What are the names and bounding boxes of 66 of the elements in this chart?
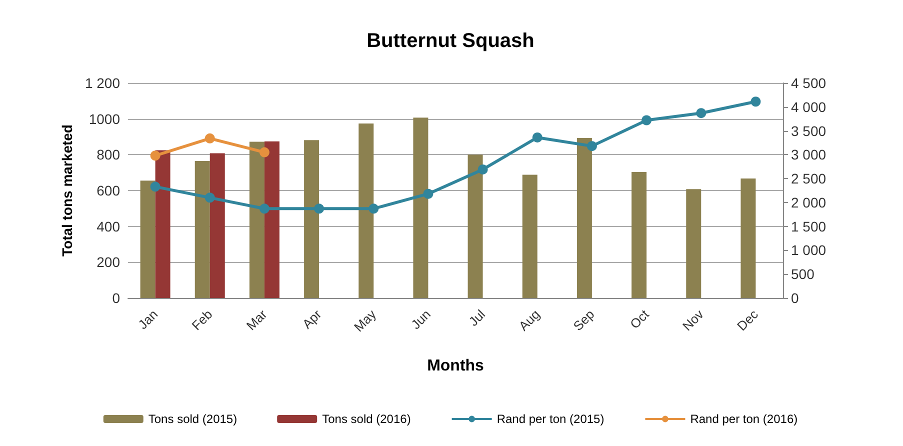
x-tick-label: Jul: [466, 306, 488, 330]
y-tick-label: 1000: [88, 110, 120, 127]
bar: [576, 138, 592, 298]
point: [423, 188, 434, 199]
legend-label: Rand per ton (2015): [496, 412, 604, 426]
bar: [468, 154, 483, 298]
x-tick-label: Oct: [626, 306, 652, 332]
y2-tick-label: 3 000: [791, 146, 826, 163]
bar: [210, 153, 225, 298]
x-tick-label: Mar: [243, 306, 270, 334]
point: [532, 132, 542, 142]
y2-tick-label: 3 500: [791, 122, 826, 139]
x-tick-label: Feb: [188, 306, 216, 334]
point: [259, 147, 270, 158]
y-tick-label: 600: [96, 182, 120, 198]
point: [259, 204, 270, 214]
point: [204, 192, 215, 203]
x-tick-label: Apr: [299, 306, 325, 332]
x-axis-title: Months: [427, 358, 484, 374]
x-tick-label: Jan: [135, 306, 161, 332]
x-tick-label: May: [350, 306, 380, 335]
y2-tick-label: 4 500: [791, 75, 826, 91]
legend-label: Tons sold (2015): [148, 412, 238, 426]
y-tick-label: 800: [96, 146, 120, 163]
x-tick-label: Sep: [570, 306, 598, 334]
point: [150, 150, 160, 161]
y-tick-label: 200: [96, 254, 120, 270]
y-tick-label: 400: [96, 218, 120, 234]
x-tick-label: Dec: [734, 306, 762, 334]
y2-tick-label: 4 000: [791, 98, 826, 115]
bar: [194, 160, 210, 298]
point: [368, 204, 379, 214]
point: [150, 182, 160, 192]
y-tick-label: 0: [112, 290, 120, 306]
legend-label: Tons sold (2016): [322, 412, 411, 426]
bar: [686, 189, 702, 298]
y2-tick-label: 500: [791, 266, 815, 282]
chart-title: Butternut Squash: [366, 30, 534, 52]
y-tick-label: 1 200: [84, 75, 120, 91]
legend-label: Rand per ton (2016): [690, 412, 798, 426]
bar: [358, 123, 374, 298]
point: [696, 108, 706, 118]
x-tick-label: Jun: [408, 306, 434, 332]
point: [314, 204, 324, 214]
point: [478, 164, 488, 174]
y2-tick-label: 2 500: [791, 170, 826, 187]
y2-tick-label: 2 000: [791, 194, 826, 210]
bar: [740, 178, 756, 298]
x-tick-label: Nov: [679, 306, 707, 334]
bar: [264, 141, 280, 298]
point: [642, 115, 652, 126]
bar: [249, 142, 264, 298]
y2-tick-label: 1 000: [791, 242, 826, 258]
y-axis-title: Total tons marketed: [59, 124, 76, 256]
bar: [522, 174, 538, 298]
bar: [413, 118, 428, 298]
bar: [155, 150, 170, 298]
point: [750, 96, 761, 107]
y2-tick-label: 0: [791, 290, 799, 306]
bar: [304, 140, 320, 298]
y2-tick-label: 1 500: [791, 218, 826, 234]
point: [586, 141, 597, 152]
bar: [632, 172, 647, 298]
x-tick-label: Aug: [516, 306, 543, 334]
point: [204, 133, 215, 144]
bar: [140, 180, 156, 298]
